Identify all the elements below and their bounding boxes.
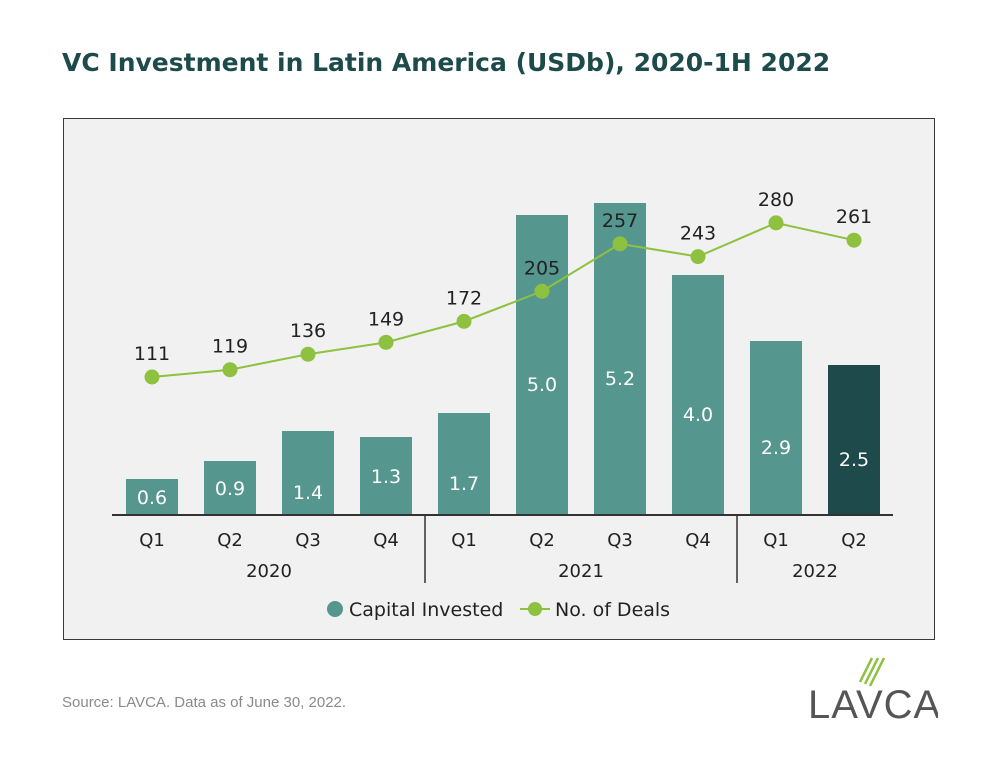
bar-capital-4 (438, 413, 490, 515)
x-tick-label-3: Q4 (373, 530, 399, 551)
deals-point-8 (768, 215, 784, 231)
bar-capital-5 (516, 215, 568, 515)
x-tick-label-7: Q4 (685, 530, 711, 551)
bar-label-8: 2.9 (761, 437, 791, 459)
bar-capital-1 (204, 461, 256, 515)
bar-label-7: 4.0 (683, 404, 713, 426)
deals-point-0 (144, 369, 160, 385)
chart-title: VC Investment in Latin America (USDb), 2… (62, 48, 831, 77)
legend-deals-marker (528, 602, 542, 616)
lavca-logo: LAVCA (808, 657, 938, 724)
x-group-label-1: 2021 (558, 561, 604, 582)
bar-label-0: 0.6 (137, 487, 167, 509)
bar-label-4: 1.7 (449, 473, 479, 495)
deals-label-7: 243 (680, 223, 716, 245)
bar-capital-9 (828, 365, 880, 515)
x-tick-label-1: Q2 (217, 530, 243, 551)
deals-point-1 (222, 362, 238, 378)
x-tick-label-4: Q1 (451, 530, 477, 551)
deals-point-6 (612, 236, 628, 252)
chart-frame: 0.6 0.9 1.4 1.3 1.7 5.0 5.2 4.0 2.9 2.5 Q1 Q2 Q3 Q4 Q1… (63, 118, 935, 640)
bar-capital-8 (750, 341, 802, 515)
x-group-label-2: 2022 (792, 561, 838, 582)
x-tick-label-5: Q2 (529, 530, 555, 551)
bar-label-9: 2.5 (839, 449, 869, 471)
deals-label-1: 119 (212, 336, 248, 358)
combo-chart: 0.6 0.9 1.4 1.3 1.7 5.0 5.2 4.0 2.9 2.5 Q1 Q2 Q3 Q4 Q1… (112, 189, 893, 621)
bar-capital-2 (282, 431, 334, 515)
legend-capital-marker (327, 601, 343, 617)
deals-label-6: 257 (602, 210, 638, 232)
source-note: Source: LAVCA. Data as of June 30, 2022. (62, 694, 347, 711)
deals-point-5 (534, 283, 550, 299)
bar-label-2: 1.4 (293, 482, 323, 504)
deals-label-8: 280 (758, 189, 794, 211)
deals-point-7 (690, 249, 706, 265)
x-tick-label-8: Q1 (763, 530, 789, 551)
bar-label-1: 0.9 (215, 478, 245, 500)
bar-label-3: 1.3 (371, 466, 401, 488)
deals-point-4 (456, 313, 472, 329)
legend-capital-label: Capital Invested (349, 599, 503, 621)
bar-capital-3 (360, 437, 412, 515)
x-tick-label-6: Q3 (607, 530, 633, 551)
deals-line (151, 221, 855, 378)
bar-label-6: 5.2 (605, 368, 635, 390)
deals-label-0: 111 (134, 343, 170, 365)
x-tick-label-2: Q3 (295, 530, 321, 551)
logo-wordmark: LAVCA (808, 683, 938, 724)
deals-label-5: 205 (524, 257, 560, 279)
bar-capital-7 (672, 275, 724, 515)
deals-point-9 (846, 232, 862, 248)
logo-stripes-icon (858, 657, 886, 687)
deals-point-3 (378, 334, 394, 350)
deals-point-2 (300, 346, 316, 362)
legend-deals-label: No. of Deals (555, 599, 670, 621)
bar-label-5: 5.0 (527, 374, 557, 396)
x-tick-label-9: Q2 (841, 530, 867, 551)
bar-capital-0 (126, 479, 178, 515)
deals-label-2: 136 (290, 320, 326, 342)
deals-label-3: 149 (368, 308, 404, 330)
x-group-label-0: 2020 (246, 561, 292, 582)
x-tick-label-0: Q1 (139, 530, 165, 551)
deals-label-9: 261 (836, 206, 872, 228)
deals-label-4: 172 (446, 287, 482, 309)
